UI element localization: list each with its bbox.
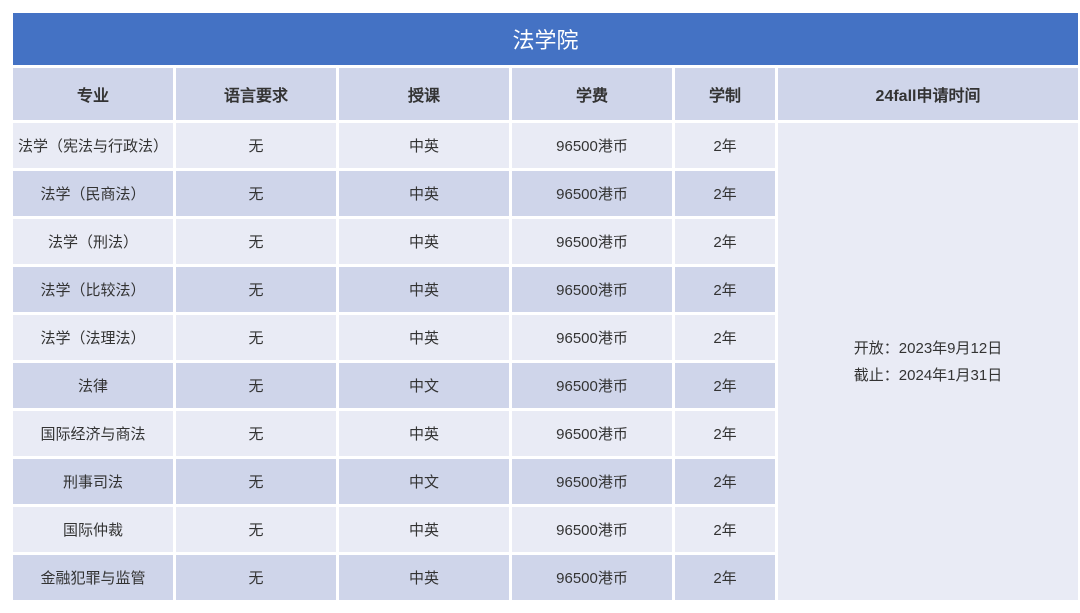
col-header-teach: 授课: [339, 68, 509, 120]
cell-major: 法学（法理法）: [13, 315, 173, 360]
cell-fee: 96500港币: [512, 171, 672, 216]
cell-teach: 中文: [339, 363, 509, 408]
cell-teach: 中文: [339, 459, 509, 504]
cell-teach: 中英: [339, 219, 509, 264]
cell-major: 法学（民商法）: [13, 171, 173, 216]
cell-teach: 中英: [339, 171, 509, 216]
col-header-date: 24fall申请时间: [778, 68, 1078, 120]
law-school-table-container: 法学院 专业 语言要求 授课 学费 学制 24fall申请时间 法学（宪法与行政…: [10, 10, 1070, 603]
cell-fee: 96500港币: [512, 411, 672, 456]
cell-lang: 无: [176, 171, 336, 216]
cell-teach: 中英: [339, 507, 509, 552]
cell-fee: 96500港币: [512, 123, 672, 168]
cell-dur: 2年: [675, 459, 775, 504]
cell-dur: 2年: [675, 123, 775, 168]
cell-lang: 无: [176, 459, 336, 504]
table-header-row: 专业 语言要求 授课 学费 学制 24fall申请时间: [13, 68, 1078, 120]
cell-application-date: 开放：2023年9月12日截止：2024年1月31日: [778, 123, 1078, 600]
cell-teach: 中英: [339, 411, 509, 456]
date-close: 截止：2024年1月31日: [782, 362, 1074, 389]
cell-dur: 2年: [675, 507, 775, 552]
col-header-dur: 学制: [675, 68, 775, 120]
cell-fee: 96500港币: [512, 555, 672, 600]
cell-fee: 96500港币: [512, 507, 672, 552]
cell-fee: 96500港币: [512, 315, 672, 360]
cell-teach: 中英: [339, 315, 509, 360]
cell-fee: 96500港币: [512, 267, 672, 312]
cell-fee: 96500港币: [512, 363, 672, 408]
cell-major: 法学（宪法与行政法）: [13, 123, 173, 168]
cell-major: 法学（刑法）: [13, 219, 173, 264]
cell-lang: 无: [176, 411, 336, 456]
cell-dur: 2年: [675, 267, 775, 312]
cell-dur: 2年: [675, 171, 775, 216]
cell-dur: 2年: [675, 219, 775, 264]
cell-major: 国际经济与商法: [13, 411, 173, 456]
cell-lang: 无: [176, 123, 336, 168]
cell-lang: 无: [176, 507, 336, 552]
col-header-lang: 语言要求: [176, 68, 336, 120]
cell-lang: 无: [176, 555, 336, 600]
cell-teach: 中英: [339, 555, 509, 600]
cell-lang: 无: [176, 315, 336, 360]
cell-dur: 2年: [675, 555, 775, 600]
cell-major: 金融犯罪与监管: [13, 555, 173, 600]
table-row: 法学（宪法与行政法）无中英96500港币2年开放：2023年9月12日截止：20…: [13, 123, 1078, 168]
cell-fee: 96500港币: [512, 219, 672, 264]
col-header-fee: 学费: [512, 68, 672, 120]
cell-major: 法学（比较法）: [13, 267, 173, 312]
cell-major: 刑事司法: [13, 459, 173, 504]
cell-dur: 2年: [675, 315, 775, 360]
cell-lang: 无: [176, 363, 336, 408]
col-header-major: 专业: [13, 68, 173, 120]
cell-lang: 无: [176, 219, 336, 264]
cell-dur: 2年: [675, 411, 775, 456]
cell-major: 国际仲裁: [13, 507, 173, 552]
cell-lang: 无: [176, 267, 336, 312]
table-title-row: 法学院: [13, 13, 1078, 65]
cell-dur: 2年: [675, 363, 775, 408]
cell-fee: 96500港币: [512, 459, 672, 504]
table-title: 法学院: [13, 13, 1078, 65]
cell-major: 法律: [13, 363, 173, 408]
cell-teach: 中英: [339, 123, 509, 168]
cell-teach: 中英: [339, 267, 509, 312]
date-open: 开放：2023年9月12日: [782, 335, 1074, 362]
law-school-table: 法学院 专业 语言要求 授课 学费 学制 24fall申请时间 法学（宪法与行政…: [10, 10, 1080, 603]
